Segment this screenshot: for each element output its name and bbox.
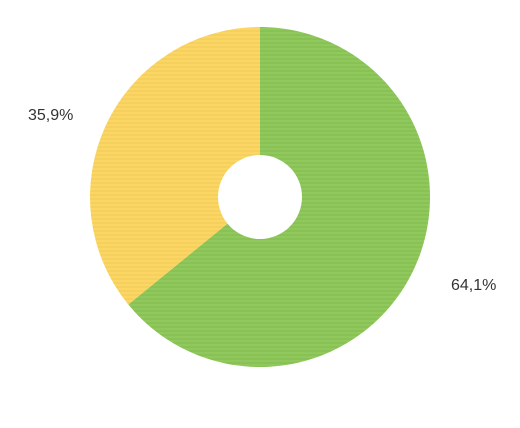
slice-label-yellow: 35,9% [28, 107, 74, 124]
slice-label-green: 64,1% [451, 277, 497, 294]
slice-yellow-texture [89, 27, 260, 305]
donut-hole [218, 155, 302, 239]
slices-group [89, 27, 430, 367]
